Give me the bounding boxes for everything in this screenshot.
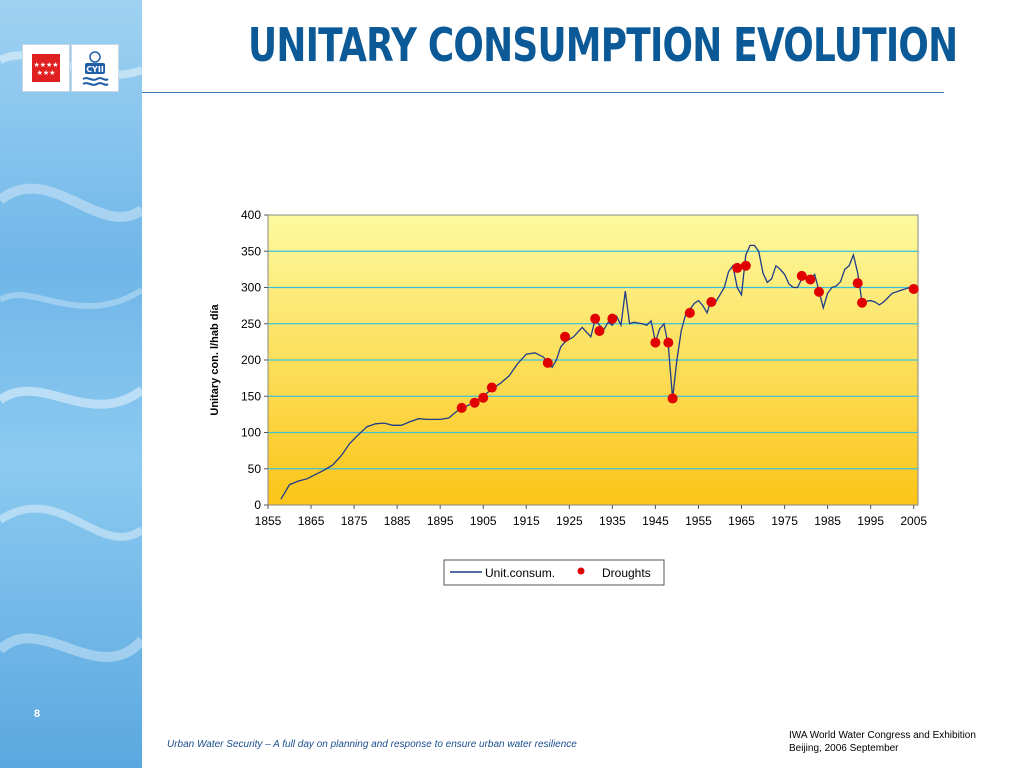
y-tick-label: 400 bbox=[241, 208, 261, 222]
footer-congress-place-date: Beijing, 2006 September bbox=[789, 743, 899, 754]
gridlines bbox=[268, 250, 918, 470]
drought-point bbox=[740, 260, 751, 271]
drought-point bbox=[456, 402, 467, 413]
drought-point bbox=[607, 313, 618, 324]
legend-dot-swatch bbox=[577, 567, 585, 575]
footer-congress-info: IWA World Water Congress and Exhibition … bbox=[789, 729, 976, 755]
y-tick-label: 50 bbox=[248, 462, 262, 476]
x-axis-ticks: 1855 1865 1875 1885 1895 1905 1915 1925 1935 1945… bbox=[255, 505, 927, 528]
x-tick-label: 1875 bbox=[341, 514, 368, 528]
footer-congress-name: IWA World Water Congress and Exhibition bbox=[789, 730, 976, 741]
droughts-series bbox=[456, 260, 919, 413]
x-tick-label: 1885 bbox=[384, 514, 411, 528]
x-tick-label: 1965 bbox=[728, 514, 755, 528]
cyii-crown-icon: CYII bbox=[82, 51, 109, 86]
consumption-chart: 0 50 100 150 200 250 300 350 400 1855 1865 1875 188… bbox=[209, 208, 927, 586]
x-tick-label: 1935 bbox=[599, 514, 626, 528]
drought-point bbox=[486, 382, 497, 393]
y-tick-label: 200 bbox=[241, 353, 261, 367]
legend-label-unit-consum: Unit.consum. bbox=[485, 566, 555, 580]
drought-point bbox=[684, 307, 695, 318]
y-tick-label: 0 bbox=[254, 498, 261, 512]
x-tick-label: 1955 bbox=[685, 514, 712, 528]
chart-legend: Unit.consum. Droughts bbox=[443, 559, 665, 586]
x-tick-label: 1975 bbox=[771, 514, 798, 528]
x-tick-label: 1905 bbox=[470, 514, 497, 528]
drought-point bbox=[650, 337, 661, 348]
x-tick-label: 1925 bbox=[556, 514, 583, 528]
y-axis-ticks: 0 50 100 150 200 250 300 350 400 bbox=[241, 208, 268, 512]
x-tick-label: 1915 bbox=[513, 514, 540, 528]
comunidad-de-madrid-logo: ★★★★ ★★★ bbox=[22, 44, 70, 92]
drought-point bbox=[805, 274, 816, 285]
slide-number: 8 bbox=[34, 708, 41, 720]
x-tick-label: 1865 bbox=[298, 514, 325, 528]
drought-point bbox=[796, 270, 807, 281]
drought-point bbox=[667, 393, 678, 404]
drought-point bbox=[478, 392, 489, 403]
drought-point bbox=[590, 313, 601, 324]
drought-point bbox=[663, 337, 674, 348]
legend-label-droughts: Droughts bbox=[602, 566, 651, 580]
decorative-water-background: ★★★★ ★★★ CYII 8 bbox=[0, 0, 142, 768]
drought-point bbox=[813, 286, 824, 297]
x-tick-label: 1895 bbox=[427, 514, 454, 528]
drought-point bbox=[542, 357, 553, 368]
slide-title: UNITARY CONSUMPTION EVOLUTION bbox=[248, 18, 958, 72]
drought-point bbox=[857, 297, 868, 308]
drought-point bbox=[852, 278, 863, 289]
x-tick-label: 2005 bbox=[900, 514, 927, 528]
y-axis-label: Unitary con. l/hab día bbox=[209, 304, 221, 416]
drought-point bbox=[560, 331, 571, 342]
cyii-logo-text: CYII bbox=[86, 65, 104, 74]
y-tick-label: 150 bbox=[241, 389, 261, 403]
canal-de-isabel-ii-logo: CYII bbox=[71, 44, 119, 92]
title-underline bbox=[142, 92, 944, 93]
x-tick-label: 1855 bbox=[255, 514, 282, 528]
svg-text:★★★★: ★★★★ bbox=[33, 61, 58, 69]
footer-event-subtitle: Urban Water Security – A full day on pla… bbox=[167, 739, 577, 750]
drought-point bbox=[469, 397, 480, 408]
y-tick-label: 250 bbox=[241, 317, 261, 331]
madrid-flag-icon: ★★★★ ★★★ bbox=[32, 54, 60, 82]
x-tick-label: 1985 bbox=[814, 514, 841, 528]
drought-point bbox=[732, 262, 743, 273]
drought-point bbox=[594, 326, 605, 336]
y-tick-label: 350 bbox=[241, 244, 261, 258]
svg-text:★★★: ★★★ bbox=[37, 69, 56, 77]
x-tick-label: 1995 bbox=[857, 514, 884, 528]
drought-point bbox=[908, 283, 919, 294]
drought-point bbox=[706, 297, 717, 307]
water-waves-decoration bbox=[0, 51, 142, 662]
y-tick-label: 100 bbox=[241, 426, 261, 440]
x-tick-label: 1945 bbox=[642, 514, 669, 528]
y-tick-label: 300 bbox=[241, 281, 261, 295]
